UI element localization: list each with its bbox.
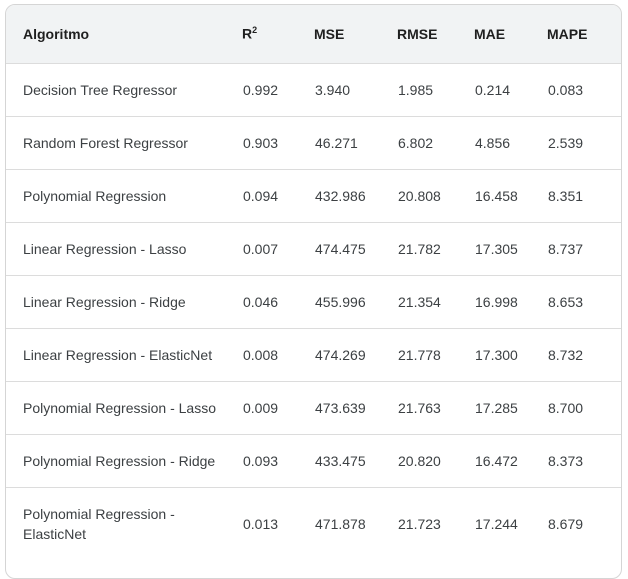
- table-row: Linear Regression - ElasticNet 0.008 474…: [6, 328, 621, 381]
- cell-algorithm: Linear Regression - Ridge: [23, 293, 186, 310]
- header-r2-superscript: 2: [252, 25, 258, 36]
- results-table: Algoritmo R2 MSE RMSE MAE MAPE Decision …: [6, 5, 621, 560]
- cell-algorithm: Polynomial Regression - Lasso: [23, 399, 216, 416]
- cell-r2: 0.007: [243, 240, 279, 257]
- cell-rmse: 1.985: [398, 81, 434, 98]
- header-algorithm: Algoritmo: [23, 25, 90, 42]
- cell-mape: 8.732: [548, 346, 584, 363]
- header-mse: MSE: [314, 25, 345, 42]
- header-rmse: RMSE: [397, 25, 438, 42]
- cell-mape: 8.653: [548, 293, 584, 310]
- table-row: Polynomial Regression - Lasso 0.009 473.…: [6, 381, 621, 434]
- cell-mape: 8.737: [548, 240, 584, 257]
- cell-mape: 8.679: [548, 515, 584, 532]
- header-mae: MAE: [474, 25, 506, 42]
- cell-mse: 432.986: [315, 187, 366, 204]
- cell-algorithm: Polynomial Regression - Ridge: [23, 452, 216, 469]
- cell-mae: 17.305: [475, 240, 518, 257]
- cell-mae: 17.285: [475, 399, 518, 416]
- cell-r2: 0.903: [243, 134, 279, 151]
- cell-rmse: 21.723: [398, 515, 441, 532]
- header-mape: MAPE: [547, 25, 588, 42]
- header-row: Algoritmo R2 MSE RMSE MAE MAPE: [6, 5, 621, 63]
- cell-mse: 474.475: [315, 240, 366, 257]
- cell-r2: 0.008: [243, 346, 279, 363]
- cell-mse: 46.271: [315, 134, 358, 151]
- cell-r2: 0.009: [243, 399, 279, 416]
- cell-algorithm: Decision Tree Regressor: [23, 81, 178, 98]
- cell-algorithm-line2: ElasticNet: [23, 525, 87, 542]
- table-row: Decision Tree Regressor 0.992 3.940 1.98…: [6, 63, 621, 116]
- cell-r2: 0.013: [243, 515, 279, 532]
- cell-rmse: 21.354: [398, 293, 441, 310]
- cell-algorithm: Random Forest Regressor: [23, 134, 188, 151]
- header-r2-label: R: [242, 26, 253, 43]
- cell-mape: 0.083: [548, 81, 584, 98]
- cell-algorithm: Polynomial Regression - ElasticNet: [6, 487, 242, 560]
- cell-mape: 8.373: [548, 452, 584, 469]
- cell-mse: 3.940: [315, 81, 351, 98]
- cell-rmse: 20.808: [398, 187, 441, 204]
- cell-rmse: 21.763: [398, 399, 441, 416]
- table-header: Algoritmo R2 MSE RMSE MAE MAPE: [6, 5, 621, 63]
- cell-mse: 471.878: [315, 515, 366, 532]
- table-row: Linear Regression - Lasso 0.007 474.475 …: [6, 222, 621, 275]
- cell-rmse: 21.778: [398, 346, 441, 363]
- cell-mae: 17.300: [475, 346, 518, 363]
- header-r2: R2: [242, 5, 314, 63]
- table-row: Random Forest Regressor 0.903 46.271 6.8…: [6, 116, 621, 169]
- table-row: Polynomial Regression 0.094 432.986 20.8…: [6, 169, 621, 222]
- cell-rmse: 6.802: [398, 134, 434, 151]
- cell-mse: 455.996: [315, 293, 366, 310]
- table-row: Polynomial Regression - Ridge 0.093 433.…: [6, 434, 621, 487]
- cell-algorithm: Linear Regression - Lasso: [23, 240, 187, 257]
- cell-rmse: 21.782: [398, 240, 441, 257]
- cell-algorithm-line1: Polynomial Regression -: [23, 505, 175, 522]
- cell-mae: 16.458: [475, 187, 518, 204]
- table-row: Polynomial Regression - ElasticNet 0.013 …: [6, 487, 621, 560]
- cell-mae: 17.244: [475, 515, 518, 532]
- cell-mape: 8.700: [548, 399, 584, 416]
- cell-mae: 16.998: [475, 293, 518, 310]
- cell-mape: 8.351: [548, 187, 584, 204]
- cell-algorithm: Linear Regression - ElasticNet: [23, 346, 213, 363]
- cell-mape: 2.539: [548, 134, 584, 151]
- cell-rmse: 20.820: [398, 452, 441, 469]
- cell-mse: 473.639: [315, 399, 366, 416]
- table-row: Linear Regression - Ridge 0.046 455.996 …: [6, 275, 621, 328]
- cell-algorithm: Polynomial Regression: [23, 187, 167, 204]
- cell-r2: 0.094: [243, 187, 279, 204]
- table-body: Decision Tree Regressor 0.992 3.940 1.98…: [6, 63, 621, 560]
- results-table-container: Algoritmo R2 MSE RMSE MAE MAPE Decision …: [5, 4, 622, 579]
- cell-mse: 474.269: [315, 346, 366, 363]
- cell-r2: 0.046: [243, 293, 279, 310]
- cell-r2: 0.992: [243, 81, 279, 98]
- cell-mae: 4.856: [475, 134, 511, 151]
- cell-mae: 16.472: [475, 452, 518, 469]
- cell-mse: 433.475: [315, 452, 366, 469]
- cell-mae: 0.214: [475, 81, 511, 98]
- cell-r2: 0.093: [243, 452, 279, 469]
